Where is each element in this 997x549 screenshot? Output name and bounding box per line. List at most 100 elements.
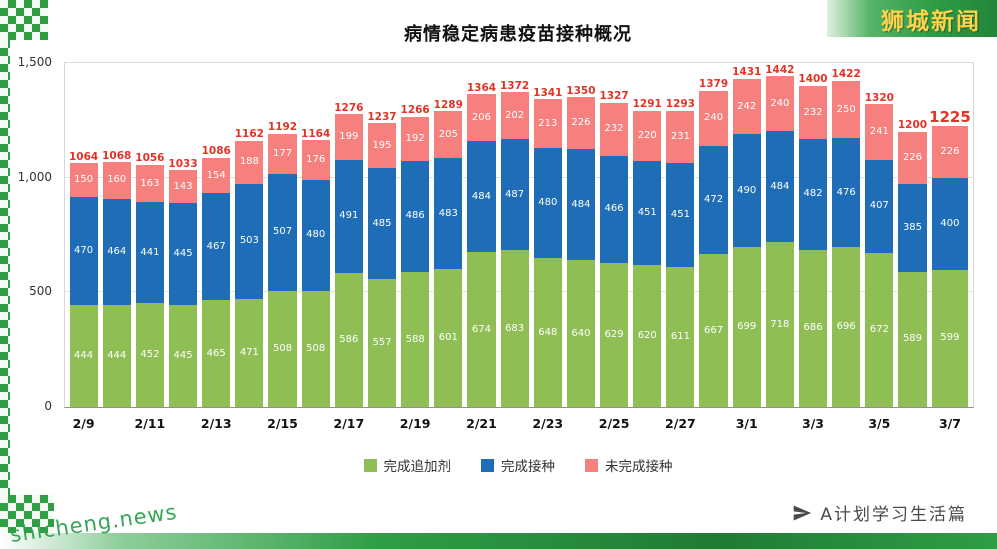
bar-column: 1350 226 484 640 xyxy=(564,63,597,407)
bar-total-label: 1400 xyxy=(798,73,828,86)
bar-segment: 490 xyxy=(732,134,761,247)
bar-segment: 486 xyxy=(401,160,430,273)
paper-plane-icon xyxy=(794,505,812,520)
legend-swatch xyxy=(363,458,377,472)
bar-total-label: 1350 xyxy=(566,84,596,97)
bar-total-label: 1162 xyxy=(234,128,264,141)
bar-segment: 480 xyxy=(301,180,330,291)
bar-segment: 240 xyxy=(699,90,728,146)
bar-column: 1056 163 441 452 2/11 xyxy=(133,63,166,431)
bar-segment: 176 xyxy=(301,140,330,181)
bar-column: 1431 242 490 699 3/1 xyxy=(730,63,763,431)
bar-segment: 586 xyxy=(334,272,363,407)
bar-segment: 385 xyxy=(898,183,927,272)
x-axis-label: 2/23 xyxy=(532,416,564,431)
bar-segment: 467 xyxy=(202,193,231,301)
bar-segment: 476 xyxy=(832,138,861,248)
legend-label: 完成追加剂 xyxy=(383,459,452,475)
bar-segment: 192 xyxy=(401,116,430,161)
bar-total-label: 1364 xyxy=(466,81,497,94)
checker-decoration-topleft xyxy=(0,0,48,40)
bar-segment: 483 xyxy=(434,158,463,270)
x-axis-label: 2/11 xyxy=(134,416,166,431)
bar-total-label: 1225 xyxy=(929,108,971,127)
bar-segment: 188 xyxy=(235,140,264,184)
bar-column: 1442 240 484 718 xyxy=(763,63,796,407)
bar-segment: 241 xyxy=(865,104,894,160)
bar-segment: 226 xyxy=(931,126,969,178)
x-axis-label: 2/17 xyxy=(333,416,365,431)
x-axis-label: 2/9 xyxy=(72,416,95,431)
legend-swatch xyxy=(481,458,494,472)
x-axis-label: 2/15 xyxy=(267,416,298,431)
bar-segment: 220 xyxy=(633,110,662,162)
brand-bottom-right: A计划学习生活篇 xyxy=(792,500,967,525)
bar-segment: 588 xyxy=(401,272,430,407)
bar-segment: 672 xyxy=(865,252,894,407)
bar-segment: 487 xyxy=(500,138,529,251)
y-tick-label: 0 xyxy=(44,399,52,413)
bars-container: 1064 150 470 444 2/9 1068 160 464 444 1056 163 441 4… xyxy=(65,63,973,431)
bar-segment: 445 xyxy=(168,304,198,407)
bar-segment: 150 xyxy=(69,163,98,198)
bar-segment: 444 xyxy=(102,305,131,407)
bar-segment: 683 xyxy=(500,250,529,407)
bar-segment: 589 xyxy=(898,271,927,407)
x-axis-label: 3/7 xyxy=(938,416,961,431)
bar-segment: 466 xyxy=(600,155,629,263)
bar-column: 1364 206 484 674 2/21 xyxy=(465,63,498,431)
plot-area: 1064 150 470 444 2/9 1068 160 464 444 1056 163 441 4… xyxy=(64,62,974,431)
bar-column: 1289 205 483 601 xyxy=(432,63,465,407)
bar-segment: 452 xyxy=(135,303,164,407)
bar-total-label: 1056 xyxy=(135,152,165,165)
bar-segment: 482 xyxy=(798,139,828,250)
legend-item: 未完成接种 xyxy=(585,455,673,475)
legend-item: 完成追加剂 xyxy=(363,455,452,475)
bar-segment: 491 xyxy=(334,160,363,273)
bar-total-label: 1327 xyxy=(599,90,629,103)
bar-segment: 143 xyxy=(168,170,198,203)
legend-swatch xyxy=(585,458,598,472)
bar-segment: 232 xyxy=(600,102,629,156)
bar-column: 1341 213 480 648 2/23 xyxy=(531,63,564,431)
bar-segment: 480 xyxy=(533,148,562,259)
y-tick-label: 1,500 xyxy=(17,55,52,69)
x-axis-label: 2/25 xyxy=(598,416,630,431)
bar-segment: 240 xyxy=(765,76,794,132)
legend-item: 完成接种 xyxy=(481,455,555,475)
bar-total-label: 1341 xyxy=(533,86,563,99)
bar-segment: 508 xyxy=(268,290,297,407)
bar-segment: 202 xyxy=(500,92,529,139)
bar-segment: 441 xyxy=(135,202,164,304)
bar-segment: 718 xyxy=(765,242,794,407)
bar-total-label: 1289 xyxy=(433,98,463,111)
bar-segment: 232 xyxy=(798,85,828,140)
bar-total-label: 1431 xyxy=(732,66,762,79)
bar-segment: 445 xyxy=(168,202,198,305)
bar-segment: 231 xyxy=(666,110,695,164)
bar-segment: 464 xyxy=(102,198,131,306)
bar-total-label: 1291 xyxy=(632,98,662,111)
bar-total-label: 1064 xyxy=(68,150,99,163)
bar-segment: 195 xyxy=(367,123,397,169)
bar-column: 1033 143 445 445 xyxy=(166,63,199,407)
bar-segment: 557 xyxy=(367,279,397,407)
bar-segment: 686 xyxy=(798,249,828,407)
bar-segment: 503 xyxy=(235,183,264,299)
bar-segment: 206 xyxy=(467,94,496,142)
bar-segment: 177 xyxy=(268,133,297,175)
bar-total-label: 1033 xyxy=(168,157,198,170)
bar-segment: 242 xyxy=(732,78,761,135)
bar-column: 1237 195 485 557 xyxy=(365,63,398,407)
y-tick-label: 500 xyxy=(29,284,52,299)
x-axis-label: 2/19 xyxy=(399,416,431,431)
bar-total-label: 1379 xyxy=(698,78,729,91)
bar-segment: 629 xyxy=(600,262,629,407)
bar-segment: 471 xyxy=(235,298,264,407)
bar-column: 1400 232 482 686 3/3 xyxy=(796,63,829,431)
bar-segment: 699 xyxy=(732,246,761,407)
bar-segment: 611 xyxy=(666,266,695,407)
bar-total-label: 1086 xyxy=(201,145,231,158)
bar-segment: 163 xyxy=(135,164,164,203)
bar-segment: 640 xyxy=(566,260,595,407)
